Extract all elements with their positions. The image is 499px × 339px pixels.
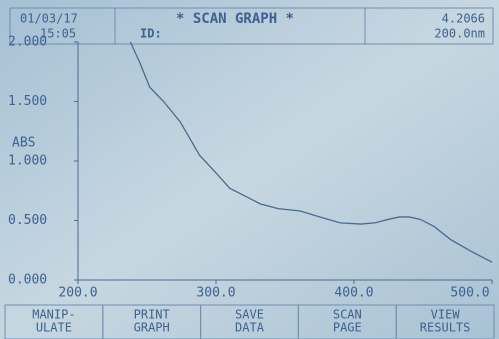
x-tick-label: 300.0 — [196, 286, 235, 301]
softkey-label: DATA — [235, 321, 265, 335]
y-tick-label: 2.000 — [8, 35, 47, 50]
softkey-label: PAGE — [333, 321, 362, 335]
reading: 4.2066 — [442, 12, 485, 26]
x-tick-label: 500.0 — [450, 286, 489, 301]
softkey-label: MANIP- — [32, 308, 75, 322]
screen: 01/03/17 15:05 * SCAN GRAPH * ID: 4.2066… — [0, 0, 499, 339]
softkey-label: RESULTS — [420, 321, 471, 335]
y-tick-label: 1.500 — [8, 94, 47, 109]
softkey-label: SAVE — [235, 308, 264, 322]
y-tick-label: 0.500 — [8, 213, 47, 228]
softkey-label: GRAPH — [134, 321, 170, 335]
x-tick-label: 400.0 — [334, 286, 373, 301]
softkey-label: PRINT — [134, 308, 170, 322]
y-tick-label: 0.000 — [8, 273, 47, 288]
screen-title: * SCAN GRAPH * — [176, 11, 294, 27]
softkey-label: SCAN — [333, 308, 362, 322]
page: 01/03/17 15:05 * SCAN GRAPH * ID: 4.2066… — [0, 0, 499, 339]
y-tick-label: 1.000 — [8, 154, 47, 169]
date: 01/03/17 — [20, 12, 78, 26]
softkey-label: VIEW — [431, 308, 461, 322]
x-tick-label: 200.0 — [58, 286, 97, 301]
id-label: ID: — [140, 27, 162, 41]
y-axis-label: ABS — [12, 136, 35, 151]
softkey-label: ULATE — [36, 321, 72, 335]
wavelength: 200.0nm — [434, 27, 485, 41]
